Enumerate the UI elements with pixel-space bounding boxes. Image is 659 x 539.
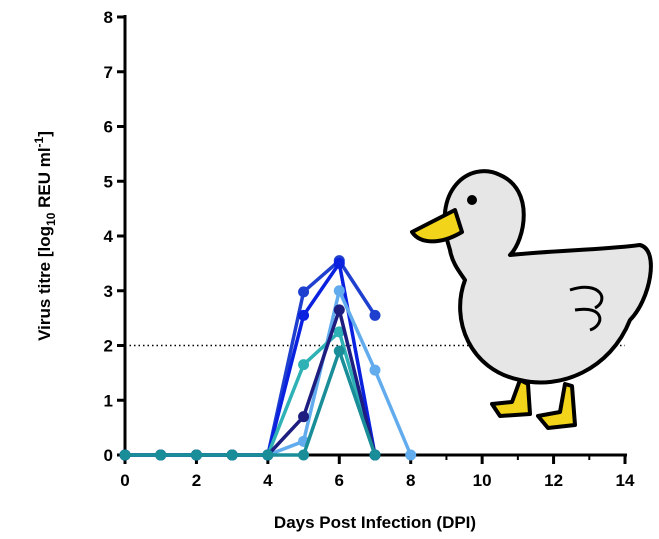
x-tick-label: 12: [544, 471, 563, 490]
data-point: [120, 450, 131, 461]
data-point: [298, 310, 309, 321]
x-tick-label: 2: [192, 471, 201, 490]
y-tick-label: 7: [104, 63, 113, 82]
data-point: [298, 286, 309, 297]
series-line: [125, 351, 375, 455]
y-tick-label: 0: [104, 446, 113, 465]
duck-illustration: [412, 171, 651, 428]
data-point: [262, 450, 273, 461]
x-tick-label: 4: [263, 471, 273, 490]
chart: Virus titre [log10 REU ml-1] Days Post I…: [0, 0, 659, 539]
y-tick-label: 1: [104, 391, 113, 410]
y-tick-label: 4: [104, 227, 114, 246]
y-tick-label: 5: [104, 172, 113, 191]
data-point: [334, 304, 345, 315]
x-tick-label: 8: [406, 471, 415, 490]
data-point: [298, 450, 309, 461]
x-tick-label: 10: [473, 471, 492, 490]
x-axis-label: Days Post Infection (DPI): [274, 513, 476, 532]
y-axis-label: Virus titre [log10 REU ml-1]: [32, 131, 58, 341]
data-point: [155, 450, 166, 461]
data-point: [334, 285, 345, 296]
y-tick-label: 6: [104, 118, 113, 137]
data-point: [191, 450, 202, 461]
data-point: [298, 411, 309, 422]
data-point: [298, 359, 309, 370]
data-point: [405, 450, 416, 461]
data-point: [370, 450, 381, 461]
data-point: [370, 310, 381, 321]
data-point: [227, 450, 238, 461]
y-tick-label: 3: [104, 282, 113, 301]
y-tick-label: 2: [104, 337, 113, 356]
x-tick-label: 14: [616, 471, 635, 490]
data-point: [334, 258, 345, 269]
x-tick-label: 0: [120, 471, 129, 490]
data-point: [334, 345, 345, 356]
x-tick-label: 6: [335, 471, 344, 490]
data-point: [370, 365, 381, 376]
y-tick-label: 8: [104, 8, 113, 27]
